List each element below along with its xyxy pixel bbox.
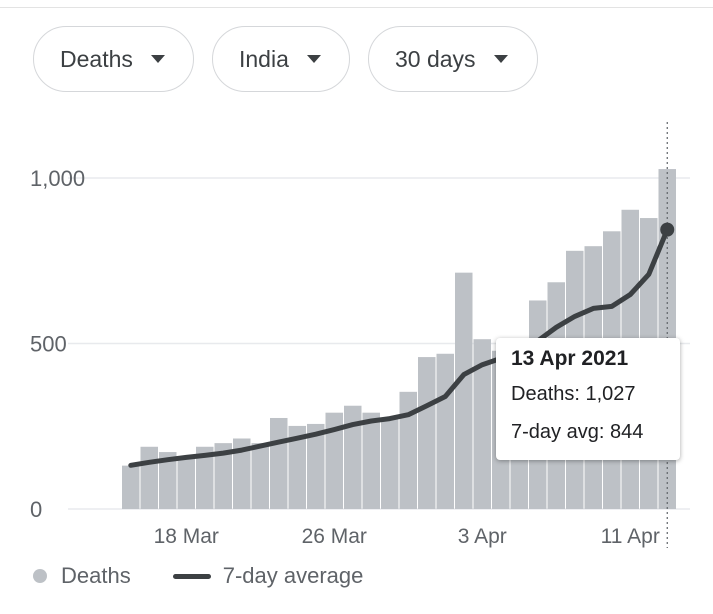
bar: [344, 405, 362, 509]
bar: [214, 443, 232, 509]
range-dropdown[interactable]: 30 days: [368, 26, 538, 92]
tooltip-average-value: 844: [609, 421, 644, 443]
bar: [288, 425, 306, 509]
bar: [140, 446, 158, 509]
bar: [196, 446, 214, 509]
bar: [381, 419, 399, 509]
bar: [325, 412, 343, 509]
y-tick-label: 0: [30, 497, 42, 522]
bar: [177, 458, 195, 509]
region-dropdown-label: India: [239, 45, 289, 72]
range-dropdown-label: 30 days: [395, 45, 476, 72]
average-legend-line-icon: [172, 573, 211, 579]
bar: [233, 438, 251, 509]
metric-dropdown-label: Deaths: [60, 45, 133, 72]
highlight-point: [660, 222, 675, 237]
tooltip-average-row: 7-day avg: 844: [511, 421, 644, 443]
bar: [270, 417, 288, 509]
bar: [362, 412, 380, 509]
tooltip-average-label: 7-day avg: [511, 421, 599, 443]
deaths-legend-dot-icon: [33, 569, 47, 583]
y-tick-label: 500: [30, 332, 67, 357]
x-tick-label: 11 Apr: [601, 525, 660, 548]
region-dropdown[interactable]: India: [212, 26, 350, 92]
bar: [418, 357, 436, 509]
tooltip-deaths-label: Deaths: [511, 383, 575, 405]
bar: [455, 272, 473, 509]
bar: [159, 452, 177, 509]
top-divider: [0, 7, 713, 8]
tooltip-date: 13 Apr 2021: [511, 347, 629, 370]
x-tick-label: 26 Mar: [302, 525, 367, 548]
caret-down-icon: [493, 55, 508, 63]
tooltip-deaths-row: Deaths: 1,027: [511, 383, 636, 405]
legend-deaths-label: Deaths: [61, 563, 131, 588]
x-tick-label: 18 Mar: [154, 525, 219, 548]
average-line: [128, 227, 670, 468]
caret-down-icon: [306, 55, 321, 63]
metric-dropdown[interactable]: Deaths: [33, 26, 194, 92]
legend-average-label: 7-day average: [222, 563, 364, 588]
bar: [122, 465, 140, 509]
bar: [473, 339, 491, 509]
bar: [399, 391, 417, 509]
chart-tooltip: 13 Apr 2021 Deaths: 1,027 7-day avg: 844: [496, 338, 680, 460]
tooltip-deaths-value: 1,027: [585, 383, 636, 405]
bar: [436, 353, 454, 509]
y-tick-label: 1,000: [30, 166, 85, 191]
x-tick-label: 3 Apr: [458, 525, 507, 548]
bar: [251, 443, 269, 509]
caret-down-icon: [150, 55, 165, 63]
chart-legend: Deaths 7-day average: [33, 563, 363, 589]
bar: [307, 423, 325, 509]
